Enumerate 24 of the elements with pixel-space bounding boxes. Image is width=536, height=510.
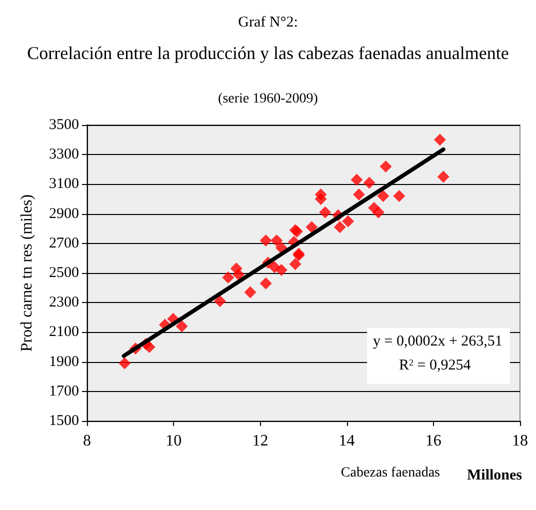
y-tick-label: 2300 [49,294,79,311]
y-axis-title: Prod carne tn res (miles) [18,194,36,352]
y-tick-label: 2100 [49,324,79,340]
x-tick-label: 8 [83,432,91,450]
text: Millones [467,468,522,484]
chart-subtitle: Correlación entre la producción y las cabezas faenadas anualmente [27,43,509,63]
y-tick-label: 2900 [49,206,79,222]
chart-title: Graf N°2: [238,14,298,30]
x-tick-label: 14 [338,432,355,450]
y-tick-label: 2500 [49,265,79,281]
y-tick-label: 3500 [49,117,79,133]
x-axis-title: Cabezas faenadas [340,466,440,480]
x-tick-label: 12 [252,432,268,450]
y-tick-label: 1700 [49,383,79,400]
x-tick-label: 16 [425,432,442,450]
annotation: y = 0,0002x + 263,51 [373,334,502,350]
y-tick-label: 1900 [49,354,79,370]
x-tick-label: 18 [512,432,528,450]
y-tick-label: 3100 [49,176,79,192]
y-tick-label: 1500 [49,413,79,429]
y-tick-label: 2700 [49,235,79,252]
y-tick-label: 3300 [49,146,79,163]
x-tick-label: 10 [166,432,182,450]
text: (serie 1960-2009) [218,92,318,106]
